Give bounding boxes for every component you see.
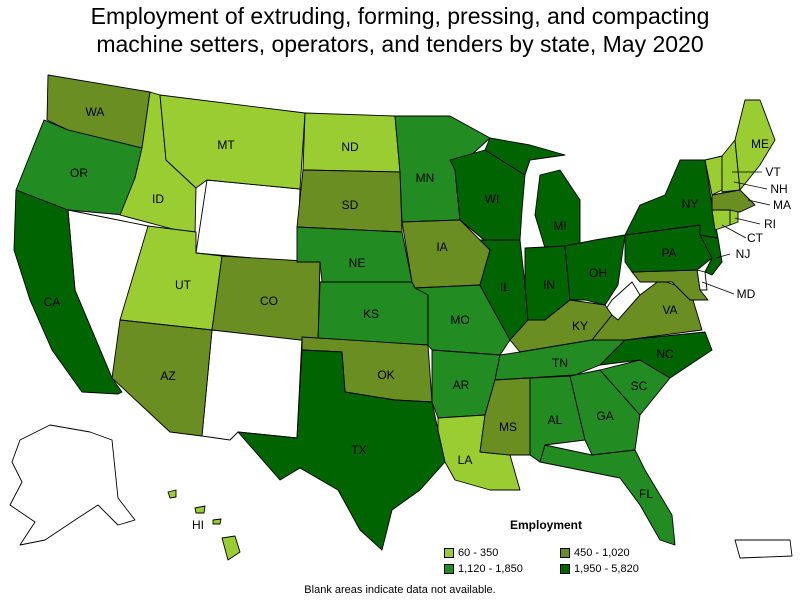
legend-label: 1,120 - 1,850 <box>458 563 523 575</box>
state-label-AZ: AZ <box>160 369 175 383</box>
state-label-CO: CO <box>260 294 278 308</box>
state-AK <box>9 424 136 546</box>
state-FL <box>539 444 676 546</box>
state-label-UT: UT <box>175 278 192 292</box>
state-RI <box>729 209 739 226</box>
state-label-KY: KY <box>572 319 588 333</box>
label-leader-lines <box>701 171 771 295</box>
state-label-LA: LA <box>458 453 473 467</box>
legend-item: 450 - 1,020 <box>560 547 630 559</box>
state-label-ND: ND <box>341 140 359 154</box>
state-label-NE: NE <box>349 256 366 270</box>
legend-swatch <box>560 548 570 558</box>
state-label-HI: HI <box>192 518 204 532</box>
state-TX <box>237 349 446 551</box>
state-label-CT: CT <box>747 231 764 245</box>
legend-item: 1,120 - 1,850 <box>444 563 523 575</box>
legend-swatch <box>444 564 454 574</box>
state-label-WA: WA <box>86 105 105 119</box>
state-label-CA: CA <box>44 295 61 309</box>
state-label-OR: OR <box>70 166 88 180</box>
state-label-MS: MS <box>499 420 517 434</box>
state-CT <box>711 209 731 231</box>
state-label-TX: TX <box>351 443 366 457</box>
state-label-OK: OK <box>377 368 394 382</box>
state-label-NH: NH <box>770 182 787 196</box>
state-label-TN: TN <box>552 356 568 370</box>
state-label-VA: VA <box>662 303 677 317</box>
state-label-GA: GA <box>596 409 613 423</box>
map-title-line-2: machine setters, operators, and tenders … <box>96 31 704 57</box>
state-label-NJ: NJ <box>736 247 751 261</box>
state-label-ID: ID <box>152 192 164 206</box>
state-MA <box>711 189 756 213</box>
map-title: Employment of extruding, forming, pressi… <box>0 2 800 58</box>
footnote: Blank areas indicate data not available. <box>304 584 496 596</box>
legend-swatch <box>560 564 570 574</box>
legend-label: 1,950 - 5,820 <box>574 563 639 575</box>
legend-item: 1,950 - 5,820 <box>560 563 639 575</box>
state-label-IL: IL <box>500 280 510 294</box>
territory-PR <box>734 539 793 559</box>
state-label-PA: PA <box>661 246 676 260</box>
state-label-IA: IA <box>436 240 447 254</box>
state-label-WI: WI <box>485 192 500 206</box>
state-label-AL: AL <box>548 413 563 427</box>
state-label-SD: SD <box>342 198 359 212</box>
legend-label: 450 - 1,020 <box>574 547 630 559</box>
state-label-NC: NC <box>656 347 674 361</box>
map-title-line-1: Employment of extruding, forming, pressi… <box>90 3 710 29</box>
state-label-OH: OH <box>589 266 607 280</box>
legend-label: 60 - 350 <box>458 547 499 559</box>
legend-title: Employment <box>510 518 583 532</box>
state-label-MN: MN <box>416 171 435 185</box>
state-label-ME: ME <box>751 137 769 151</box>
state-label-IN: IN <box>543 278 555 292</box>
state-WY <box>195 179 301 263</box>
state-label-MI: MI <box>553 219 566 233</box>
state-CA <box>13 189 123 395</box>
state-HI <box>167 489 241 561</box>
state-AZ <box>111 319 213 437</box>
legend-swatch <box>444 548 454 558</box>
state-label-FL: FL <box>639 487 653 501</box>
state-label-MT: MT <box>217 138 235 152</box>
state-label-NY: NY <box>682 197 699 211</box>
state-label-MA: MA <box>773 198 791 212</box>
state-label-SC: SC <box>631 379 648 393</box>
state-label-KS: KS <box>363 307 379 321</box>
state-MD <box>631 269 709 301</box>
state-NM <box>201 329 303 441</box>
state-label-MD: MD <box>737 287 756 301</box>
state-label-AR: AR <box>453 378 470 392</box>
state-label-RI: RI <box>764 217 776 231</box>
state-NY <box>624 159 719 239</box>
state-labels: WA OR CA ID MT ND SD UT CO AZ NE KS OK T… <box>44 105 791 532</box>
state-label-VT: VT <box>765 165 781 179</box>
legend-item: 60 - 350 <box>444 547 498 559</box>
state-label-MO: MO <box>450 313 469 327</box>
